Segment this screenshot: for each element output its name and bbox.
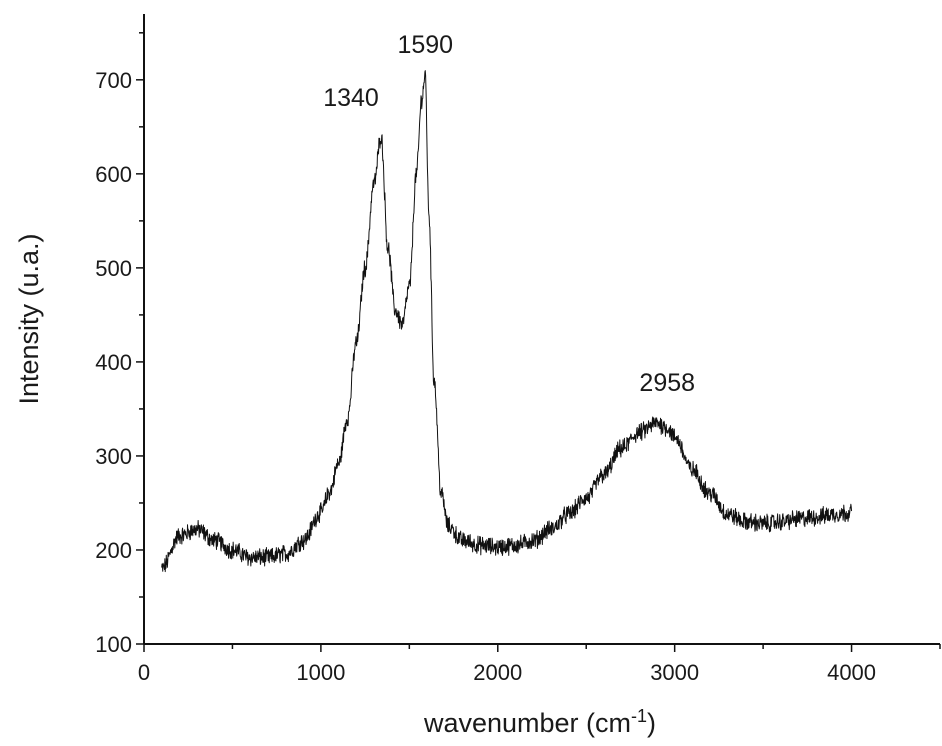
peak-label: 1340 bbox=[323, 84, 379, 112]
peak-label: 2958 bbox=[639, 369, 695, 397]
y-tick-label: 700 bbox=[95, 68, 132, 93]
y-tick-label: 500 bbox=[95, 256, 132, 281]
annotations: 1340 1590 2958 bbox=[323, 31, 695, 397]
x-tick-label: 0 bbox=[138, 660, 150, 685]
peak-label: 1590 bbox=[397, 31, 453, 59]
y-tick-label: 400 bbox=[95, 350, 132, 375]
y-tick-label: 100 bbox=[95, 632, 132, 657]
x-tick-label: 4000 bbox=[827, 660, 876, 685]
ticks: 0 1000 2000 3000 4000 100 200 300 400 500 600 700 bbox=[95, 33, 940, 685]
x-axis-title: wavenumber (cm-1) bbox=[423, 706, 656, 738]
x-axis-title-superscript: -1 bbox=[631, 706, 647, 726]
x-axis-title-suffix: ) bbox=[647, 708, 656, 738]
x-axis-title-main: wavenumber (cm bbox=[423, 708, 631, 738]
series bbox=[162, 71, 852, 572]
y-tick-label: 200 bbox=[95, 538, 132, 563]
spectrum-line bbox=[162, 71, 852, 572]
y-tick-label: 300 bbox=[95, 444, 132, 469]
x-tick-label: 2000 bbox=[473, 660, 522, 685]
x-tick-label: 1000 bbox=[296, 660, 345, 685]
x-tick-label: 3000 bbox=[650, 660, 699, 685]
y-tick-label: 600 bbox=[95, 162, 132, 187]
y-axis-title: Intensity (u.a.) bbox=[14, 233, 44, 404]
